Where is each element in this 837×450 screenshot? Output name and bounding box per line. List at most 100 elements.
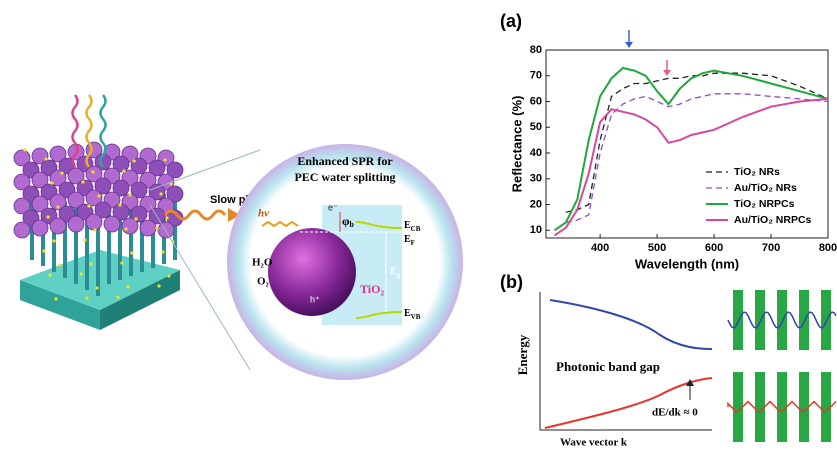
particle bbox=[120, 261, 124, 265]
particle bbox=[58, 263, 62, 267]
photon-arrow bbox=[228, 208, 240, 222]
x-tick-label: 700 bbox=[762, 242, 780, 254]
particle bbox=[91, 170, 95, 174]
legend-label: TiO₂ NRs bbox=[734, 166, 780, 178]
particle bbox=[54, 297, 58, 301]
crystal-bar bbox=[777, 290, 787, 350]
particle bbox=[122, 169, 126, 173]
nanostructure-cube bbox=[13, 94, 184, 330]
eg-main: E bbox=[390, 266, 397, 277]
nanorod bbox=[74, 206, 78, 284]
particle bbox=[85, 296, 89, 300]
nanorod bbox=[118, 210, 122, 280]
crystal-bar bbox=[733, 290, 743, 350]
evb-label: EVB bbox=[404, 308, 421, 320]
slope-label: dE/dk ≈ 0 bbox=[652, 407, 698, 419]
sphere bbox=[130, 181, 148, 199]
evb-main: E bbox=[404, 308, 411, 319]
particle bbox=[79, 272, 83, 276]
pointer-arrow bbox=[663, 70, 671, 76]
plot-frame bbox=[545, 49, 829, 239]
ecb-sub: CB bbox=[411, 225, 421, 233]
y-tick-label: 40 bbox=[530, 147, 542, 159]
pointer-arrow bbox=[625, 42, 633, 48]
crystal-bar bbox=[799, 290, 809, 350]
ring-title: Enhanced SPR for bbox=[297, 154, 393, 168]
sphere bbox=[13, 173, 31, 191]
light-ray bbox=[71, 94, 79, 168]
field-wave bbox=[727, 400, 837, 413]
series-line bbox=[553, 66, 829, 232]
light-ray bbox=[85, 94, 93, 168]
phi-label: φb bbox=[342, 214, 355, 229]
sphere bbox=[166, 161, 184, 179]
y-tick-label: 60 bbox=[530, 95, 542, 107]
y-tick-label: 10 bbox=[530, 224, 542, 236]
particle bbox=[81, 180, 85, 184]
field-wave bbox=[727, 311, 837, 329]
particle bbox=[56, 205, 60, 209]
sphere bbox=[13, 221, 31, 239]
evb-sub: VB bbox=[411, 313, 421, 321]
particle bbox=[50, 181, 54, 185]
particle bbox=[126, 285, 130, 289]
photon-wave bbox=[163, 209, 227, 221]
sphere bbox=[49, 193, 67, 211]
legend-label: TiO₂ NRPCs bbox=[734, 198, 795, 210]
particle bbox=[118, 203, 122, 207]
crystal-bar bbox=[777, 372, 787, 442]
nanorod bbox=[129, 206, 133, 276]
sphere bbox=[112, 155, 130, 173]
sphere bbox=[148, 183, 166, 201]
sphere bbox=[67, 215, 85, 233]
particle bbox=[42, 249, 46, 253]
particle bbox=[163, 158, 167, 162]
particle bbox=[159, 192, 163, 196]
energy-label: Energy bbox=[515, 334, 530, 375]
o2-label: O₂ bbox=[257, 276, 270, 288]
panel-label: (a) bbox=[500, 11, 522, 31]
light-wave bbox=[261, 220, 299, 228]
x-tick-label: 500 bbox=[648, 242, 666, 254]
sphere bbox=[166, 185, 184, 203]
ef-label: EF bbox=[404, 234, 415, 246]
phi-main: φ bbox=[342, 214, 350, 228]
series-line bbox=[565, 93, 829, 224]
ef-sub: F bbox=[411, 239, 415, 247]
particle bbox=[130, 251, 134, 255]
particle bbox=[124, 227, 128, 231]
phi-sub: b bbox=[350, 220, 355, 229]
crystal-bar bbox=[755, 290, 765, 350]
particle bbox=[128, 193, 132, 197]
ring-title: PEC water splitting bbox=[294, 170, 395, 184]
sphere bbox=[31, 195, 49, 213]
x-tick-label: 800 bbox=[819, 242, 837, 254]
upper-band bbox=[549, 299, 713, 350]
sphere bbox=[103, 215, 121, 233]
particle bbox=[165, 216, 169, 220]
particle bbox=[134, 217, 138, 221]
au-particle bbox=[268, 228, 356, 316]
x-label: Wave vector k bbox=[560, 437, 628, 449]
hv-label: hν bbox=[258, 208, 269, 220]
y-tick-label: 30 bbox=[530, 173, 542, 185]
particle bbox=[161, 250, 165, 254]
h2o-label: H₂O bbox=[252, 257, 273, 269]
particle bbox=[97, 194, 101, 198]
particle bbox=[157, 284, 161, 288]
nanorod bbox=[107, 214, 111, 284]
cb-edge bbox=[355, 221, 403, 229]
gap-label: Photonic band gap bbox=[556, 359, 660, 374]
sphere bbox=[112, 179, 130, 197]
particle bbox=[167, 274, 171, 278]
x-tick-label: 400 bbox=[591, 242, 609, 254]
sphere bbox=[67, 191, 85, 209]
eg-label: Eg bbox=[390, 266, 401, 278]
nanorod bbox=[63, 202, 67, 278]
sphere bbox=[85, 189, 103, 207]
y-tick-label: 50 bbox=[530, 121, 542, 133]
panel-label: (b) bbox=[500, 272, 523, 292]
particle bbox=[44, 157, 48, 161]
particle bbox=[23, 148, 27, 152]
particle bbox=[89, 262, 93, 266]
